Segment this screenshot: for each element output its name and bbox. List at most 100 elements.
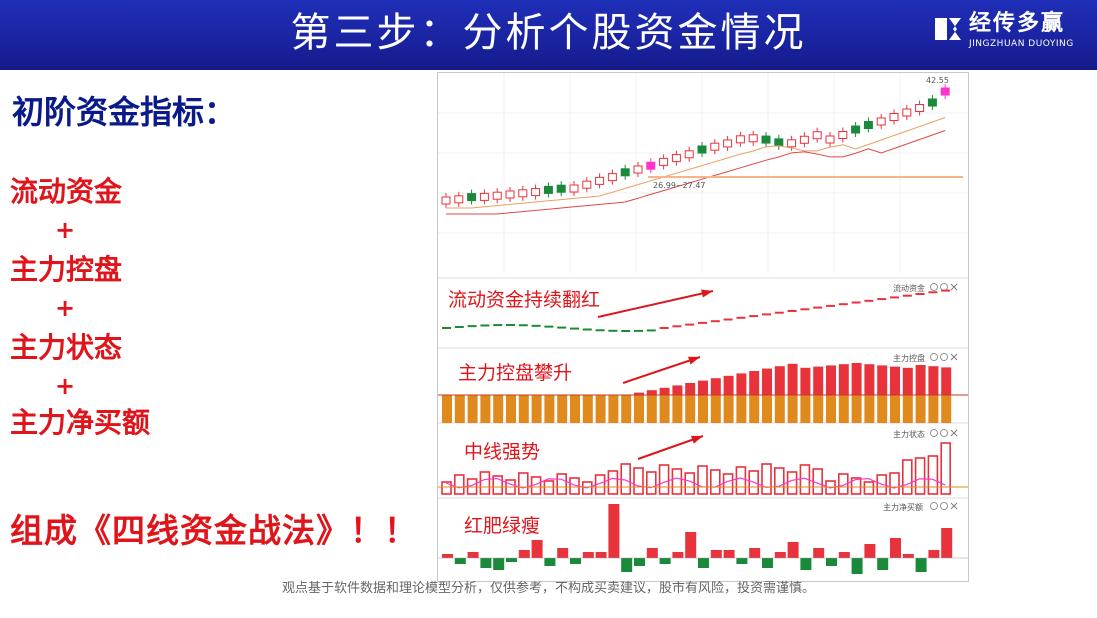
- net-buy-bar: [557, 548, 569, 558]
- state-bar: [556, 473, 567, 495]
- annotation-jingmai: 红肥绿瘦: [464, 515, 541, 537]
- candle-body: [787, 139, 797, 148]
- panel-name-zhuangtai: 主力状态: [893, 430, 925, 439]
- candle-body: [825, 135, 835, 144]
- state-bar: [453, 474, 465, 495]
- control-bar-lower: [838, 395, 849, 423]
- candle-body: [569, 184, 579, 193]
- control-bar-lower: [621, 395, 632, 423]
- indicator-item-kongpan: 主力控盘: [10, 253, 123, 286]
- candle-body: [505, 190, 515, 199]
- logo-text-cn: 经传多赢: [969, 11, 1066, 36]
- control-bar-lower: [928, 395, 939, 423]
- net-sell-bar: [621, 558, 633, 572]
- help-icon: [940, 502, 948, 510]
- annotation-arrow: [622, 356, 701, 384]
- close-icon: [950, 429, 958, 437]
- annotation-arrow: [637, 435, 704, 460]
- help-icon: [940, 429, 948, 437]
- close-icon: [950, 353, 958, 361]
- state-bar: [722, 473, 734, 495]
- control-bar-lower: [518, 395, 529, 423]
- control-bar-lower: [531, 395, 542, 423]
- candle-body: [595, 176, 605, 185]
- strategy-conclusion: 组成《四线资金战法》！！: [10, 511, 418, 550]
- control-bar-lower: [774, 395, 785, 423]
- candle-body: [659, 157, 669, 166]
- control-bar-upper: [800, 367, 811, 395]
- control-bar-lower: [826, 395, 836, 423]
- net-buy-bar: [774, 552, 786, 558]
- control-bar-upper: [941, 367, 952, 395]
- panel-name-jingmai: 主力净买额: [883, 503, 923, 512]
- net-buy-bar: [902, 554, 914, 558]
- state-bar: [479, 471, 491, 495]
- control-bar-lower: [864, 395, 875, 423]
- net-sell-bar: [544, 558, 556, 566]
- net-sell-bar: [877, 558, 889, 570]
- panel-name-kongpan: 主力控盘: [893, 354, 925, 363]
- state-bar: [850, 477, 862, 495]
- control-bar-upper: [813, 366, 824, 395]
- net-sell-bar: [826, 558, 837, 566]
- price-high-label: 42.55: [926, 76, 949, 85]
- close-icon: [950, 283, 958, 291]
- control-bar-upper: [749, 371, 760, 395]
- candle-body: [467, 193, 477, 202]
- plus-sign: +: [55, 216, 76, 244]
- control-bar-lower: [723, 395, 734, 423]
- net-buy-bar: [813, 548, 825, 558]
- candle-body: [620, 168, 630, 177]
- settings-icon: [930, 502, 938, 510]
- control-bar-lower: [557, 395, 568, 423]
- net-sell-bar: [454, 558, 466, 564]
- state-bar: [927, 455, 939, 495]
- control-bar-upper: [915, 365, 926, 395]
- annotation-kongpan: 主力控盘攀升: [458, 362, 573, 384]
- state-bar: [901, 459, 913, 495]
- candle-body: [761, 135, 771, 144]
- state-bar: [761, 463, 772, 495]
- net-sell-bar: [698, 558, 709, 568]
- net-buy-bar: [595, 552, 607, 558]
- state-bar: [684, 472, 695, 495]
- annotation-liudong: 流动资金持续翻红: [448, 289, 601, 311]
- state-bar: [735, 466, 747, 495]
- net-buy-bar: [941, 528, 953, 558]
- candle-body: [646, 161, 656, 170]
- control-bar-lower: [634, 395, 644, 423]
- control-bar-lower: [454, 395, 465, 423]
- candle-body: [889, 113, 899, 121]
- control-bar-lower: [813, 395, 824, 423]
- control-bar-lower: [736, 395, 747, 423]
- control-bar-lower: [544, 395, 555, 423]
- net-buy-bar: [442, 554, 453, 558]
- state-bar: [773, 467, 785, 495]
- control-bar-lower: [710, 395, 721, 423]
- control-bar-upper: [928, 366, 939, 395]
- control-bar-lower: [941, 395, 952, 423]
- control-bar-upper: [851, 363, 862, 395]
- candle-body: [582, 180, 592, 189]
- logo-text-en: JINGZHUAN DUOYING: [969, 39, 1074, 49]
- indicator-item-liudong: 流动资金: [10, 175, 123, 208]
- control-bar-upper: [864, 364, 875, 395]
- indicator-item-jingmai: 主力净买额: [10, 406, 151, 439]
- candle-body: [838, 131, 848, 139]
- annotation-arrow-head: [691, 435, 703, 444]
- control-bar-upper: [646, 390, 657, 395]
- control-bar-lower: [749, 395, 760, 423]
- state-bar: [889, 472, 900, 495]
- state-bar: [633, 467, 644, 495]
- state-bar: [607, 470, 619, 495]
- control-bar-upper: [685, 383, 696, 395]
- control-bar-lower: [902, 395, 913, 423]
- control-bar-upper: [890, 366, 900, 395]
- state-bar: [620, 463, 631, 495]
- control-bar-upper: [710, 378, 721, 395]
- control-bar-lower: [467, 395, 478, 423]
- control-bar-lower: [890, 395, 900, 423]
- control-bar-lower: [762, 395, 772, 423]
- control-bar-lower: [608, 395, 619, 423]
- candle-body: [518, 189, 528, 198]
